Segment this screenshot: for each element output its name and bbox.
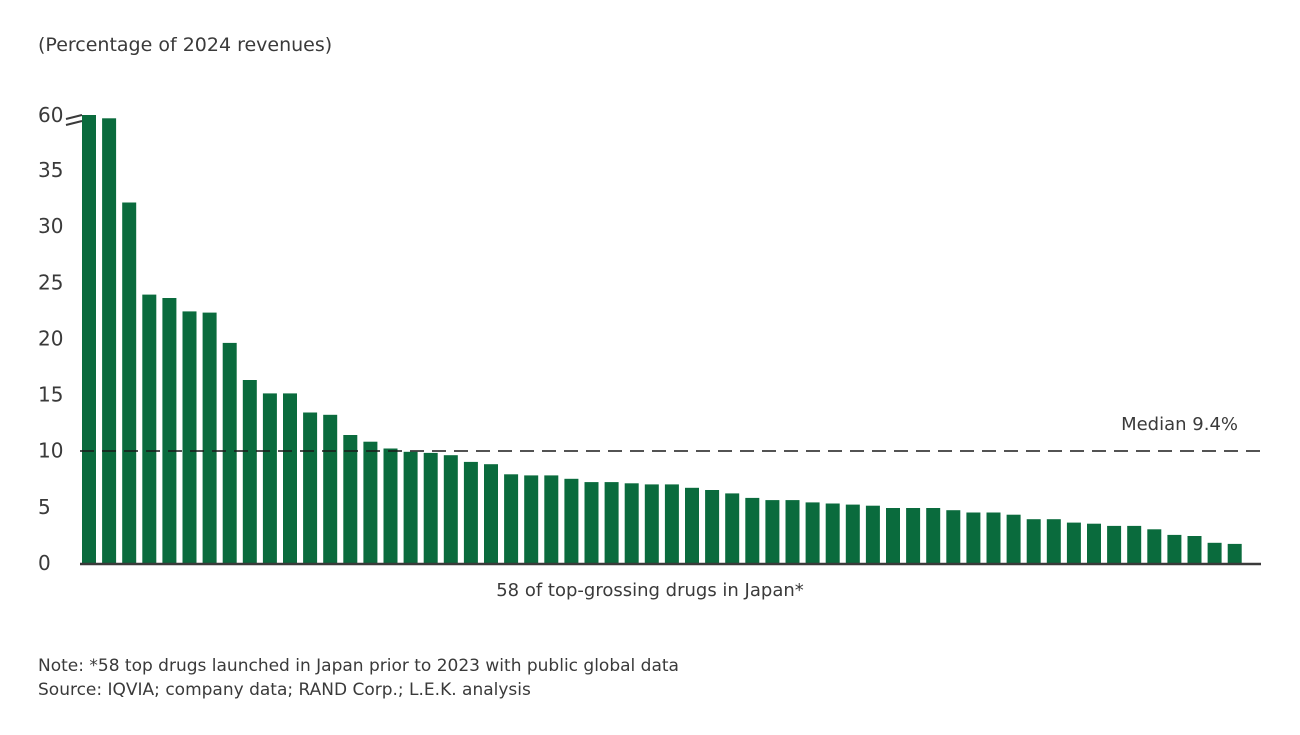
bar-56	[1187, 536, 1202, 563]
bar-11	[283, 393, 297, 563]
bar-55	[1167, 534, 1182, 563]
bar-30	[664, 484, 679, 563]
bar-47	[1006, 514, 1021, 563]
bar-23	[524, 475, 539, 563]
footnotes: Note: *58 top drugs launched in Japan pr…	[38, 654, 679, 702]
bar-22	[504, 474, 519, 563]
bar-26	[584, 482, 599, 563]
source-text: Source: IQVIA; company data; RAND Corp.;…	[38, 680, 531, 700]
bar-42	[906, 508, 921, 563]
bar-19	[443, 455, 458, 563]
bar-16	[383, 448, 398, 563]
bar-14	[343, 435, 358, 563]
bar-35	[765, 500, 780, 563]
bar-36	[785, 500, 800, 563]
bar-48	[1026, 519, 1041, 563]
bar-9	[242, 380, 257, 563]
y-tick-label-15: 15	[38, 383, 63, 407]
axis-break-stroke-1	[65, 114, 83, 120]
bar-34	[745, 497, 760, 563]
bar-43	[926, 508, 941, 563]
bar-24	[544, 475, 559, 563]
bar-52	[1107, 525, 1122, 563]
y-axis-ticks: 0 5 10 15 20 25 30 35 60	[38, 103, 63, 575]
bar-58	[1227, 543, 1242, 563]
y-tick-label-25: 25	[38, 270, 63, 294]
bar-8	[222, 342, 237, 563]
bar-29	[644, 484, 659, 563]
bar-20	[463, 461, 478, 563]
median-label: Median 9.4%	[1121, 414, 1238, 435]
y-tick-label-20: 20	[38, 326, 63, 350]
bar-4	[142, 294, 157, 563]
bar-7	[202, 312, 217, 563]
y-tick-label-60: 60	[38, 103, 63, 127]
y-tick-label-5: 5	[38, 495, 51, 519]
bar-6	[182, 311, 197, 563]
bar-3	[122, 202, 137, 563]
bar-57	[1207, 542, 1222, 563]
bar-1	[82, 115, 96, 563]
y-tick-label-30: 30	[38, 214, 63, 238]
bar-5	[162, 298, 177, 563]
bar-37	[805, 502, 820, 563]
bar-32	[705, 490, 720, 563]
y-tick-label-0: 0	[38, 551, 51, 575]
chart-subtitle: (Percentage of 2024 revenues)	[38, 34, 333, 56]
y-tick-label-10: 10	[38, 439, 63, 463]
bar-39	[845, 504, 860, 563]
bar-13	[323, 414, 338, 563]
bar-38	[825, 503, 840, 563]
bar-21	[484, 464, 498, 563]
bar-18	[423, 452, 438, 563]
bar-51	[1087, 523, 1101, 563]
bar-17	[403, 451, 418, 563]
bar-10	[262, 393, 277, 563]
bar-46	[986, 512, 1001, 563]
bar-45	[966, 512, 981, 563]
bar-49	[1046, 519, 1061, 563]
bar-31	[685, 487, 699, 563]
bar-50	[1066, 522, 1081, 563]
bar-12	[303, 412, 318, 563]
bar-15	[363, 441, 378, 563]
bar-25	[564, 478, 579, 563]
bar-54	[1147, 529, 1162, 563]
bar-41	[886, 508, 900, 563]
y-tick-label-35: 35	[38, 158, 63, 182]
bar-44	[946, 510, 961, 563]
bar-27	[604, 482, 619, 563]
bar-33	[725, 493, 740, 563]
bar-53	[1127, 525, 1142, 563]
bars-group	[82, 115, 1242, 564]
bar-2	[102, 118, 117, 564]
bar-28	[624, 483, 639, 563]
note-text: Note: *58 top drugs launched in Japan pr…	[38, 656, 679, 676]
axis-break-stroke-2	[65, 120, 83, 126]
bar-40	[865, 505, 880, 563]
x-axis-title: 58 of top-grossing drugs in Japan*	[496, 580, 804, 601]
axis-break-mark	[65, 114, 83, 126]
